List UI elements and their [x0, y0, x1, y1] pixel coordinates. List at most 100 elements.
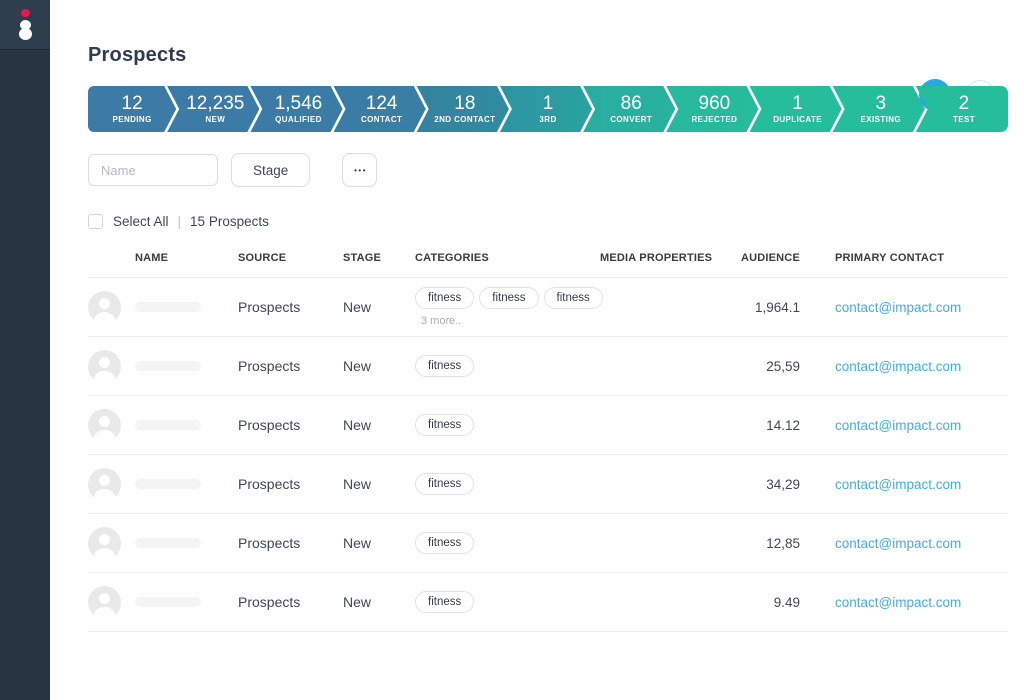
funnel-stage[interactable]: 1 DUPLICATE	[750, 86, 842, 132]
funnel-stage[interactable]: 12,235 NEW	[167, 86, 259, 132]
name-cell	[135, 597, 238, 607]
source-cell: Prospects	[238, 358, 301, 374]
person-avatar-icon	[88, 585, 121, 619]
funnel-stage-count: 18	[454, 92, 476, 114]
funnel-stage[interactable]: 960 REJECTED	[666, 86, 758, 132]
category-tag[interactable]: fitness	[415, 473, 475, 495]
name-cell	[135, 361, 238, 371]
name-cell	[135, 538, 238, 548]
contact-email-link[interactable]: contact@impact.com	[835, 300, 962, 315]
funnel-stage[interactable]: 1 3RD	[500, 86, 592, 132]
contact-email-link[interactable]: contact@impact.com	[835, 477, 962, 492]
sidebar	[0, 0, 50, 700]
name-cell	[135, 420, 238, 430]
avatar	[88, 408, 135, 442]
stage-cell: New	[343, 535, 372, 551]
categories-cell: fitness	[415, 473, 600, 495]
table-row[interactable]: Prospects New fitness 34,29 contact@impa…	[88, 455, 1008, 514]
funnel-stage-count: 1,546	[274, 92, 323, 114]
category-tag[interactable]: fitness	[479, 287, 539, 309]
name-filter-input[interactable]	[88, 154, 218, 186]
categories-cell: fitness	[415, 532, 600, 554]
category-tag[interactable]: fitness	[415, 287, 475, 309]
avatar	[88, 526, 135, 560]
select-all-checkbox[interactable]	[88, 214, 103, 229]
name-placeholder-bar	[135, 420, 201, 430]
name-cell	[135, 479, 238, 489]
table-body: Prospects New fitness fitness fitness 3 mo…	[88, 278, 1008, 632]
funnel-stage-count: 960	[698, 92, 731, 114]
funnel-stage[interactable]: 12 PENDING	[88, 86, 176, 132]
primary-contact-cell: contact@impact.com	[800, 417, 1008, 433]
funnel-stage-label: 3RD	[539, 115, 557, 125]
audience-cell: 12,85	[766, 535, 800, 551]
prospect-count: 15 Prospects	[190, 214, 269, 229]
filter-more-options-button[interactable]: •••	[342, 153, 378, 187]
audience-cell: 14.12	[766, 417, 800, 433]
contact-email-link[interactable]: contact@impact.com	[835, 418, 962, 433]
source-cell: Prospects	[238, 299, 301, 315]
funnel-stage[interactable]: 18 2ND CONTACT	[417, 86, 509, 132]
category-tag[interactable]: fitness	[415, 414, 475, 436]
table-row[interactable]: Prospects New fitness 9.49 contact@impac…	[88, 573, 1008, 632]
audience-cell: 34,29	[766, 476, 800, 492]
person-avatar-icon	[88, 290, 121, 324]
funnel-stage-count: 12	[121, 92, 143, 114]
pipeline-funnel: 12 PENDING 12,235 NEW 1,546 QUALIFIED 12…	[88, 86, 1009, 132]
funnel-stage-label: QUALIFIED	[275, 115, 322, 125]
sidebar-logo-area[interactable]	[0, 0, 50, 50]
prospects-table: NAME SOURCE STAGE CATEGORIES MEDIA PROPE…	[88, 252, 1008, 632]
stage-filter-button[interactable]: Stage	[231, 153, 311, 187]
column-header-name: NAME	[135, 252, 169, 264]
person-avatar-icon	[88, 526, 121, 560]
funnel-stage-count: 86	[620, 92, 642, 114]
funnel-stage[interactable]: 86 CONVERT	[583, 86, 675, 132]
funnel-stage-count: 2	[958, 92, 970, 114]
audience-cell: 9.49	[773, 594, 800, 610]
funnel-stage-count: 3	[875, 92, 887, 114]
funnel-stage[interactable]: 2 TEST	[915, 86, 1009, 132]
category-tag[interactable]: fitness	[415, 355, 475, 377]
stage-cell: New	[343, 594, 372, 610]
name-placeholder-bar	[135, 302, 201, 312]
primary-contact-cell: contact@impact.com	[800, 535, 1008, 551]
contact-email-link[interactable]: contact@impact.com	[835, 536, 962, 551]
avatar	[88, 290, 135, 324]
categories-cell: fitness	[415, 591, 600, 613]
column-header-audience: AUDIENCE	[740, 252, 800, 264]
table-row[interactable]: Prospects New fitness fitness fitness 3 mo…	[88, 278, 1008, 337]
category-tag[interactable]: fitness	[415, 591, 475, 613]
funnel-stage-label: DUPLICATE	[773, 115, 822, 125]
funnel-stage[interactable]: 3 EXISTING	[833, 86, 925, 132]
funnel-stage-label: REJECTED	[691, 115, 738, 125]
contact-email-link[interactable]: contact@impact.com	[835, 359, 962, 374]
main-content: Prospects + ••• 12 PENDING 12,235 NEW 1,…	[50, 0, 1024, 700]
name-placeholder-bar	[135, 538, 201, 548]
more-categories-link[interactable]: 3 more..	[421, 315, 462, 327]
category-tag[interactable]: fitness	[543, 287, 603, 309]
categories-cell: fitness	[415, 355, 600, 377]
funnel-stage[interactable]: 1,546 QUALIFIED	[250, 86, 342, 132]
table-row[interactable]: Prospects New fitness 12,85 contact@impa…	[88, 514, 1008, 573]
primary-contact-cell: contact@impact.com	[800, 476, 1008, 492]
table-row[interactable]: Prospects New fitness 25,59 contact@impa…	[88, 337, 1008, 396]
funnel-stage-label: NEW	[205, 115, 226, 125]
source-cell: Prospects	[238, 594, 301, 610]
funnel-stage-count: 124	[365, 92, 398, 114]
table-row[interactable]: Prospects New fitness 14.12 contact@impa…	[88, 396, 1008, 455]
page-title: Prospects	[88, 44, 187, 66]
select-all-label: Select All	[113, 214, 169, 229]
stage-cell: New	[343, 299, 372, 315]
funnel-stage-label: EXISTING	[860, 115, 902, 125]
column-header-source: SOURCE	[238, 252, 287, 264]
stage-cell: New	[343, 476, 372, 492]
funnel-stage-label: CONVERT	[610, 115, 653, 125]
primary-contact-cell: contact@impact.com	[800, 358, 1008, 374]
impact-logo-icon	[19, 8, 32, 42]
funnel-stage[interactable]: 124 CONTACT	[334, 86, 426, 132]
funnel-stage-label: CONTACT	[361, 115, 403, 125]
category-tag[interactable]: fitness	[415, 532, 475, 554]
contact-email-link[interactable]: contact@impact.com	[835, 595, 962, 610]
selection-bar: Select All | 15 Prospects	[88, 214, 1008, 229]
name-placeholder-bar	[135, 597, 201, 607]
